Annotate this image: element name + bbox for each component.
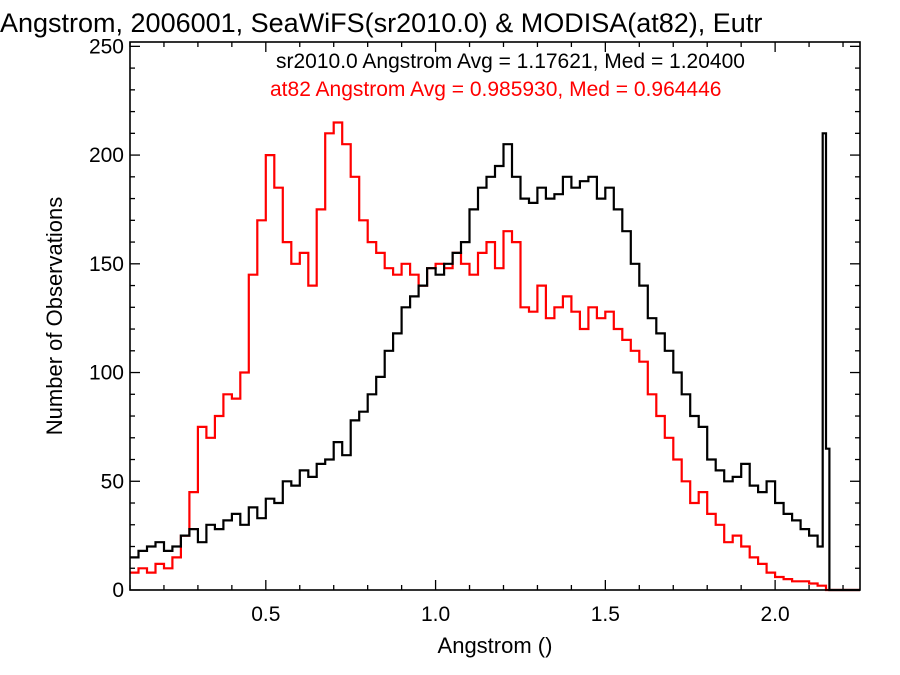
y-tick-label: 50: [101, 470, 124, 493]
y-axis-label: Number of Observations: [42, 197, 67, 435]
y-tick-label: 150: [89, 253, 124, 276]
annotation-sr2010: sr2010.0 Angstrom Avg = 1.17621, Med = 1…: [276, 50, 745, 73]
y-ticks: 0 50 100 150 200 250: [89, 35, 860, 602]
x-tick-label: 1.0: [421, 603, 450, 626]
x-tick-label: 1.5: [591, 603, 620, 626]
chart-title: Angstrom, 2006001, SeaWiFS(sr2010.0) & M…: [0, 8, 762, 38]
series-layer: [130, 121, 860, 592]
x-ticks: 0.5 1.0 1.5 2.0: [129, 42, 844, 626]
at82-series-line: [130, 121, 860, 592]
x-tick-label: 0.5: [251, 603, 280, 626]
x-axis-label: Angstrom (): [438, 633, 553, 658]
annotation-at82: at82 Angstrom Avg = 0.985930, Med = 0.96…: [270, 78, 721, 101]
x-tick-label: 2.0: [761, 603, 790, 626]
y-tick-label: 250: [89, 35, 124, 58]
plot-frame: [129, 41, 861, 591]
sr2010-series-line: [130, 132, 860, 592]
y-tick-label: 0: [112, 579, 124, 602]
y-tick-label: 200: [89, 144, 124, 167]
plot-area: 0.5 1.0 1.5 2.0 0 50 100 150 200 250: [89, 35, 861, 626]
y-tick-label: 100: [89, 362, 124, 385]
